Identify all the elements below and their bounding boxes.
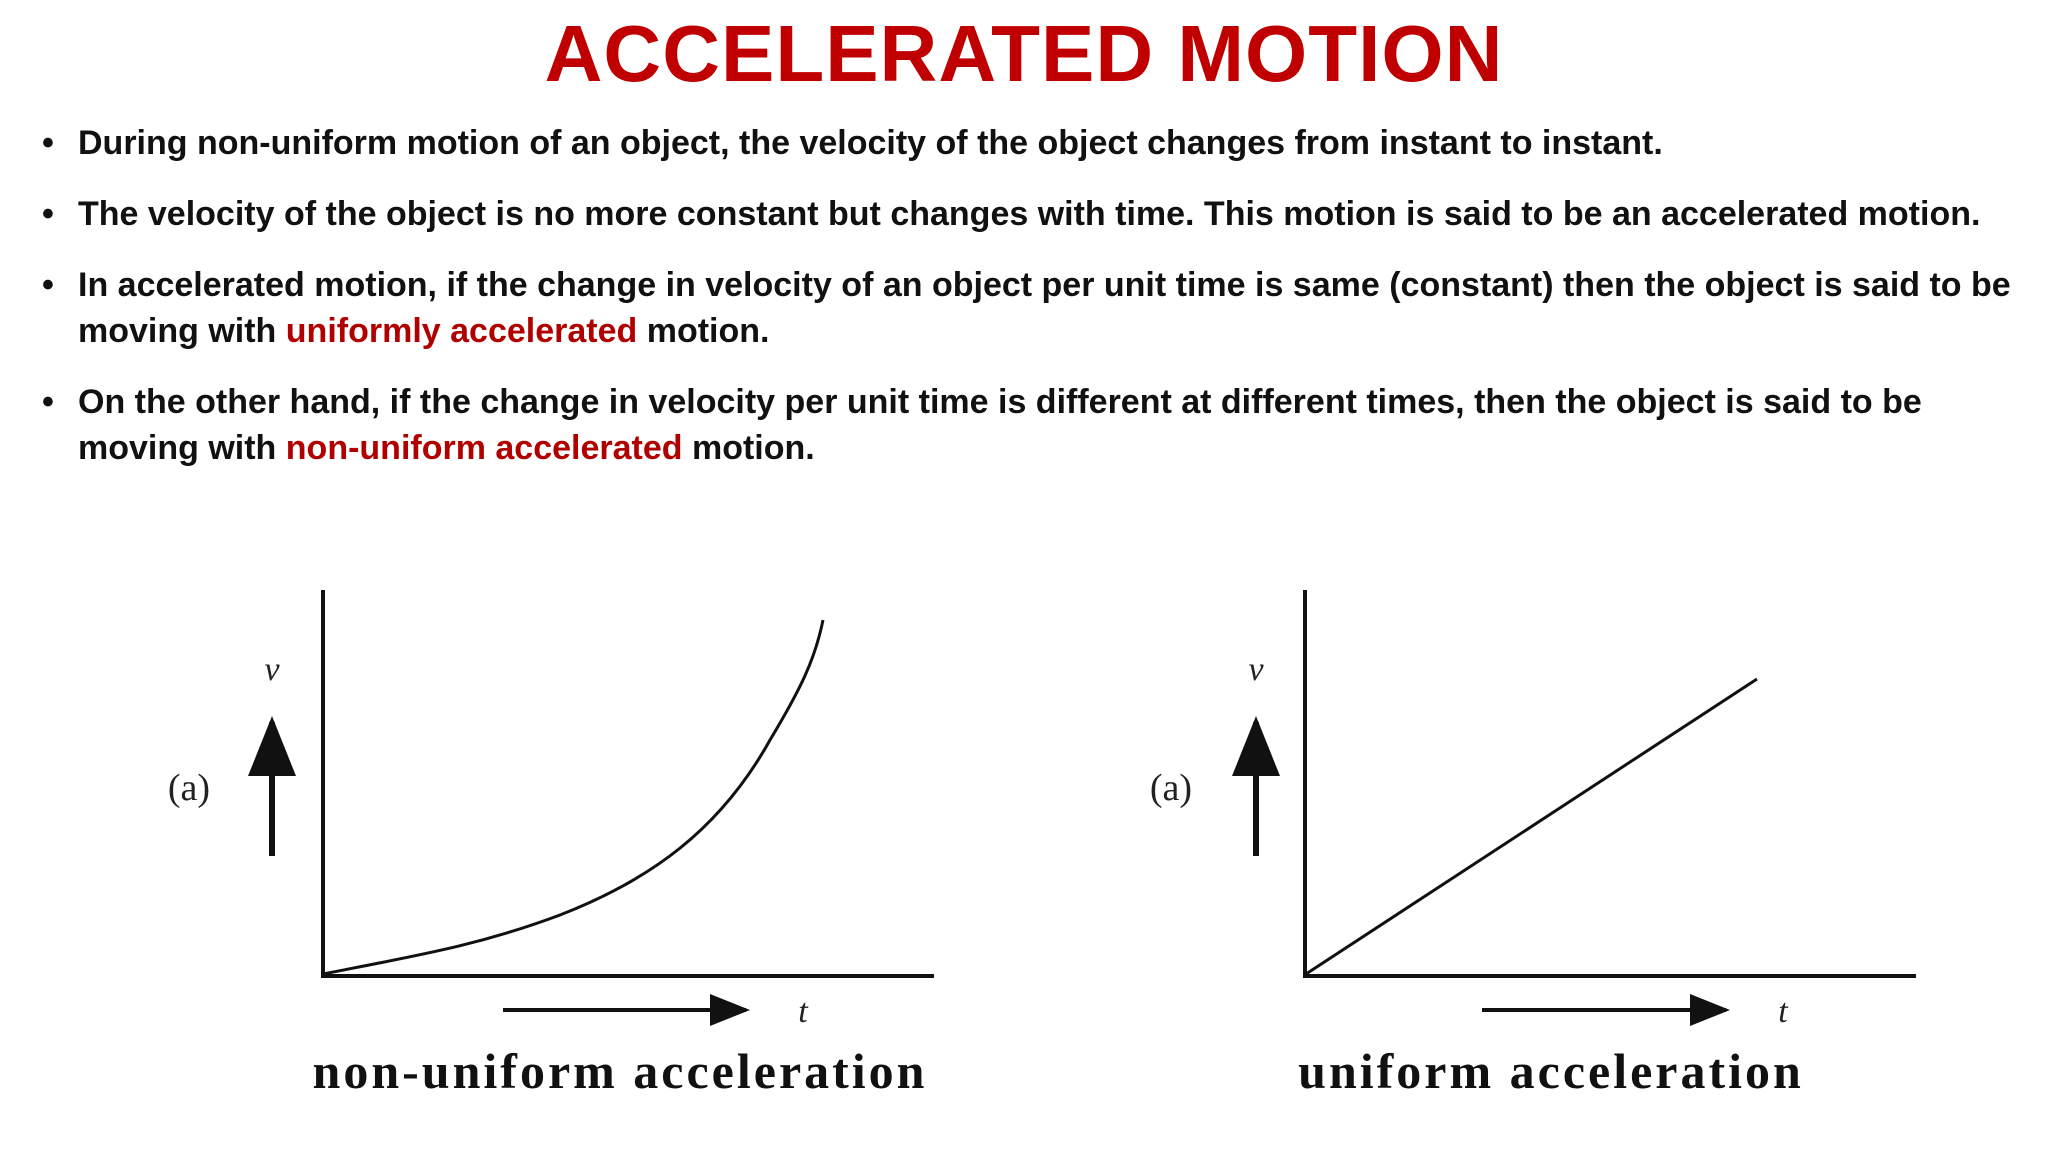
bullet: In accelerated motion, if the change in … xyxy=(42,262,2016,354)
bullet-list: During non-uniform motion of an object, … xyxy=(42,120,2016,496)
t-label: t xyxy=(798,993,809,1030)
bullet-text: motion. xyxy=(682,429,815,467)
bullet-text: The velocity of the object is no more co… xyxy=(78,195,1981,233)
slide-title: ACCELERATED MOTION xyxy=(544,9,1504,98)
highlight: uniformly accelerated xyxy=(285,312,638,350)
figure-label: (a) xyxy=(168,767,210,809)
bullet-text: In accelerated motion, if the change in … xyxy=(78,266,2011,350)
bullet: The velocity of the object is no more co… xyxy=(42,191,2016,237)
bullet: On the other hand, if the change in velo… xyxy=(42,379,2016,471)
bullet: During non-uniform motion of an object, … xyxy=(42,120,2016,166)
v-label: v xyxy=(264,651,280,688)
highlight: non-uniform accelerated xyxy=(285,429,683,467)
bullet-text: On the other hand, if the change in velo… xyxy=(78,383,1922,467)
bullet-text: During non-uniform motion of an object, … xyxy=(78,124,1663,162)
curve xyxy=(322,619,825,976)
v-label: v xyxy=(1248,651,1264,688)
line xyxy=(1305,677,1758,976)
caption: uniform acceleration xyxy=(1298,1043,1804,1099)
figure: (a) v t non-uniform acceleration xyxy=(168,590,934,1099)
figure: (a) v t uniform acceleration xyxy=(1150,590,1916,1099)
figure-label: (a) xyxy=(1150,767,1192,809)
t-label: t xyxy=(1778,993,1789,1030)
caption: non-uniform acceleration xyxy=(313,1043,928,1099)
bullet-text: motion. xyxy=(637,312,770,350)
